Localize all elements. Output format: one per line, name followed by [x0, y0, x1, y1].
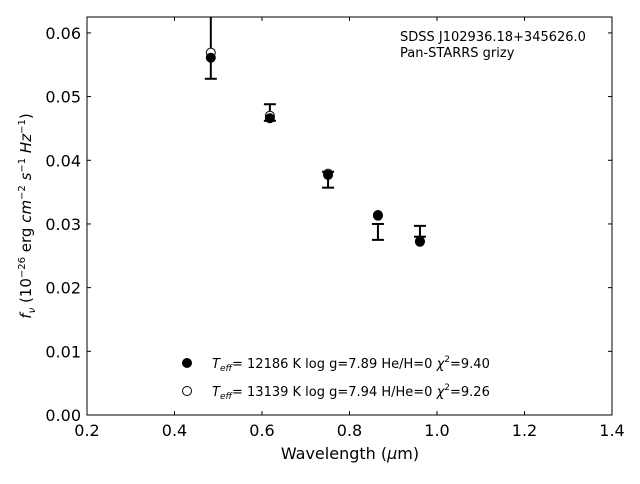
model-point-filled — [372, 210, 383, 221]
error-bar — [413, 224, 426, 238]
legend-marker — [182, 386, 192, 396]
error-bar — [204, 17, 217, 80]
y-tick-label: 0.06 — [45, 24, 81, 43]
error-bar — [371, 222, 384, 241]
model-point-filled — [323, 169, 334, 180]
y-tick-label: 0.01 — [45, 342, 81, 361]
y-tick-label: 0.03 — [45, 215, 81, 234]
title-line-2: Pan-STARRS grizy — [400, 46, 515, 61]
x-tick-label: 0.4 — [162, 421, 187, 440]
y-tick-label: 0.05 — [45, 88, 81, 107]
legend-label: Teff= 13139 K log g=7.94 H/He=0 χ2=9.26 — [212, 383, 490, 402]
model-point-filled — [205, 52, 216, 63]
y-axis-label: fν (10−26 erg cm−2 s−1 Hz−1) — [17, 113, 38, 318]
legend-marker — [182, 358, 192, 368]
title-line-1: SDSS J102936.18+345626.0 — [400, 30, 586, 45]
y-tick-label: 0.00 — [45, 406, 81, 425]
x-tick-label: 0.6 — [249, 421, 274, 440]
x-tick-label: 0.2 — [74, 421, 99, 440]
x-tick-label: 1.0 — [424, 421, 449, 440]
plot-frame — [86, 16, 613, 416]
x-axis-label: Wavelength (μm) — [281, 444, 419, 463]
y-tick-label: 0.02 — [45, 279, 81, 298]
model-point-filled — [414, 236, 425, 247]
x-tick-label: 1.4 — [599, 421, 624, 440]
y-tick-label: 0.04 — [45, 151, 81, 170]
svg-text:fν (10−26 erg cm−2 s−1 Hz−1): fν (10−26 erg cm−2 s−1 Hz−1) — [17, 113, 38, 318]
legend: Teff= 12186 K log g=7.89 He/H=0 χ2=9.40 T… — [182, 355, 490, 402]
x-tick-label: 1.2 — [512, 421, 537, 440]
x-tick-label: 0.8 — [337, 421, 362, 440]
legend-label: Teff= 12186 K log g=7.89 He/H=0 χ2=9.40 — [212, 355, 490, 374]
model-point-filled — [264, 113, 275, 124]
